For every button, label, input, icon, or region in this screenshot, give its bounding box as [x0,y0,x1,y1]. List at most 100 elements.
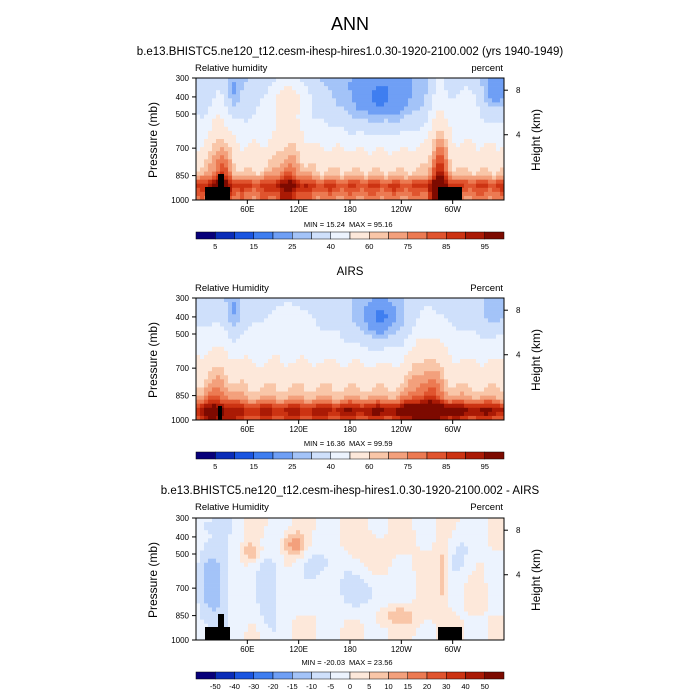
contour-cell [260,130,265,136]
contour-cell [292,526,297,531]
contour-cell [388,175,393,180]
contour-cell [220,306,225,311]
contour-cell [320,338,325,344]
contour-cell [244,530,249,535]
contour-cell [400,130,405,136]
contour-cell [352,118,357,124]
contour-cell [228,139,233,144]
contour-cell [484,195,489,201]
contour-cell [364,155,369,160]
contour-cell [352,407,357,413]
contour-cell [436,90,441,95]
contour-cell [372,86,377,91]
contour-cell [460,187,465,193]
contour-cell [380,314,385,319]
contour-cell [460,171,465,176]
contour-cell [404,78,409,83]
contour-cell [404,118,409,124]
contour-cell [496,342,501,348]
contour-cell [240,310,245,315]
contour-cell [448,395,453,400]
contour-cell [272,318,277,323]
contour-cell [428,98,433,103]
contour-cell [348,171,353,176]
contour-cell [368,387,373,392]
contour-cell [284,94,289,99]
contour-cell [372,171,377,176]
contour-cell [288,350,293,356]
contour-cell [352,155,357,160]
contour-cell [496,334,501,339]
contour-cell [240,350,245,356]
contour-cell [316,334,321,339]
contour-cell [408,375,413,380]
contour-cell [324,363,329,368]
contour-cell [488,322,493,327]
contour-cell [384,191,389,197]
contour-cell [224,391,229,396]
contour-cell [232,322,237,327]
contour-cell [276,407,281,413]
contour-cell [260,346,265,352]
contour-cell [292,342,297,348]
contour-cell [224,159,229,164]
contour-cell [484,114,489,119]
contour-cell [468,318,473,323]
contour-cell [264,522,269,527]
contour-cell [420,338,425,344]
contour-cell [356,354,361,360]
y-tick-label: 1000 [171,196,189,205]
contour-cell [300,415,305,421]
contour-cell [260,526,265,531]
contour-cell [252,183,257,189]
contour-cell [348,118,353,124]
contour-cell [392,102,397,107]
contour-cell [228,151,233,156]
contour-cell [236,379,241,384]
contour-cell [336,102,341,107]
contour-cell [480,415,485,421]
contour-cell [368,415,373,421]
contour-cell [412,139,417,144]
contour-cell [292,183,297,189]
contour-cell [340,298,345,303]
contour-cell [492,114,497,119]
contour-cell [208,403,213,409]
contour-cell [272,179,277,185]
contour-cell [256,143,261,148]
contour-cell [328,191,333,197]
contour-cell [296,314,301,319]
contour-cell [452,126,457,132]
contour-cell [268,118,273,124]
contour-cell [372,330,377,335]
contour-cell [432,298,437,303]
contour-cell [424,163,429,168]
contour-cell [196,322,201,327]
contour-cell [444,383,449,388]
contour-cell [280,403,285,409]
contour-cell [316,187,321,193]
contour-cell [416,391,421,396]
contour-cell [212,94,217,99]
contour-cell [216,522,221,527]
contour-cell [200,110,205,115]
contour-cell [224,310,229,315]
contour-cell [260,330,265,335]
contour-cell [484,415,489,421]
contour-cell [424,359,429,364]
contour-cell [232,82,237,87]
contour-cell [480,346,485,352]
contour-cell [208,350,213,356]
contour-cell [400,334,405,339]
contour-cell [224,526,229,531]
contour-cell [380,126,385,132]
contour-cell [244,367,249,372]
contour-cell [340,187,345,193]
colorbar-label: 40 [327,462,335,471]
contour-cell [496,411,501,417]
contour-cell [380,90,385,95]
contour-cell [220,298,225,303]
contour-cell [404,122,409,128]
contour-cell [248,171,253,176]
contour-cell [356,359,361,364]
